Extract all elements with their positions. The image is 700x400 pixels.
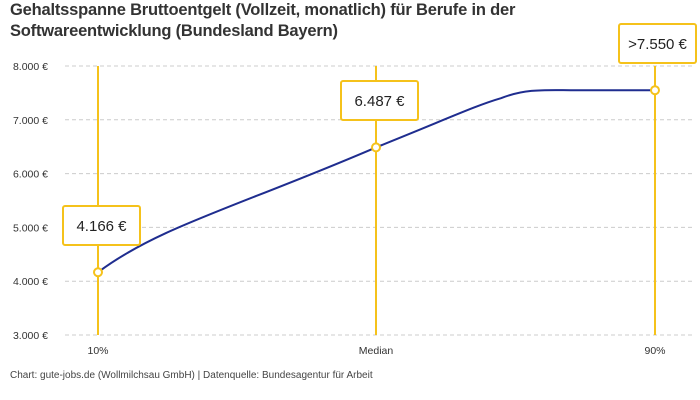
x-tick-label: 10% bbox=[87, 345, 108, 357]
y-tick-label: 7.000 € bbox=[13, 115, 48, 127]
data-label-box bbox=[340, 80, 419, 121]
data-point bbox=[650, 85, 660, 96]
x-tick-label: Median bbox=[359, 345, 394, 357]
chart-title: Gehaltsspanne Bruttoentgelt (Vollzeit, m… bbox=[10, 1, 516, 40]
data-label-box bbox=[618, 23, 697, 64]
data-label-text: 4.166 € bbox=[76, 218, 127, 235]
y-tick-label: 6.000 € bbox=[13, 169, 48, 181]
salary-line bbox=[97, 89, 655, 274]
data-point bbox=[93, 267, 103, 278]
data-label: 4.166 € bbox=[62, 205, 141, 246]
y-tick-label: 3.000 € bbox=[13, 330, 48, 342]
data-label: 6.487 € bbox=[340, 80, 419, 121]
chart-source: Chart: gute-jobs.de (Wollmilchsau GmbH) … bbox=[10, 370, 373, 381]
data-label: >7.550 € bbox=[618, 23, 697, 64]
y-tick-label: 5.000 € bbox=[13, 222, 48, 234]
data-label-text: >7.550 € bbox=[628, 36, 687, 53]
data-label-box bbox=[62, 205, 141, 246]
y-tick-label: 8.000 € bbox=[13, 61, 48, 73]
x-tick-label: 90% bbox=[644, 345, 665, 357]
data-label-text: 6.487 € bbox=[354, 93, 405, 110]
y-tick-label: 4.000 € bbox=[13, 276, 48, 288]
data-point bbox=[371, 142, 381, 153]
